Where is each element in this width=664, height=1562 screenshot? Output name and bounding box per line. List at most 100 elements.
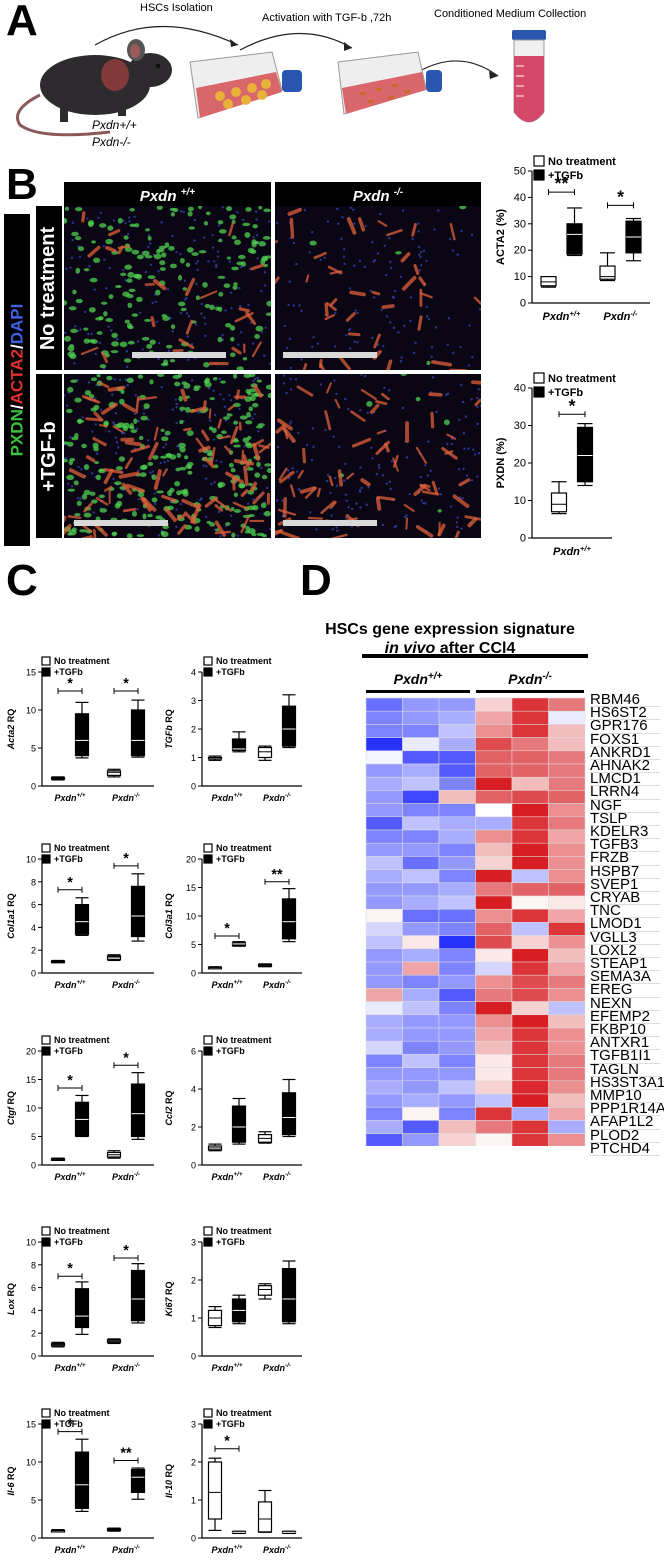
- nucleus-dot: [105, 287, 108, 290]
- pxdn-signal: [185, 406, 191, 413]
- nucleus-dot: [86, 217, 89, 220]
- nucleus-dot: [420, 250, 423, 254]
- acta2-signal: [228, 222, 235, 237]
- pxdn-signal: [64, 441, 69, 445]
- pxdn-signal: [126, 322, 133, 329]
- heatmap-cell: [511, 922, 549, 936]
- nucleus-dot: [137, 419, 140, 423]
- box-no-treatment: [50, 959, 66, 964]
- x-category-label: Pxdn-/-: [263, 979, 291, 990]
- heatmap-cell: [511, 1106, 549, 1121]
- pxdn-signal: [266, 468, 271, 474]
- heatmap-cell: [438, 1027, 476, 1042]
- legend-label-tgfb: +TGFb: [54, 1419, 83, 1429]
- acta2-signal: [210, 447, 216, 465]
- nucleus-dot: [343, 479, 346, 482]
- heatmap-cell: [438, 750, 476, 765]
- nucleus-dot: [98, 341, 101, 345]
- nucleus-dot: [345, 333, 348, 337]
- heatmap-cell: [365, 1093, 403, 1108]
- acta2-signal: [140, 496, 152, 512]
- scale-bar: [132, 352, 226, 358]
- nucleus-dot: [353, 340, 357, 343]
- nucleus-dot: [408, 492, 411, 496]
- acta2-signal: [386, 359, 393, 370]
- sig-label: *: [67, 1417, 73, 1433]
- pxdn-signal: [233, 420, 239, 425]
- nucleus-dot: [147, 418, 150, 421]
- heatmap-title: HSCs gene expression signature in vivo a…: [300, 620, 600, 658]
- pxdn-signal: [96, 374, 101, 378]
- nucleus-dot: [424, 502, 427, 505]
- nucleus-dot: [160, 221, 163, 224]
- nucleus-dot: [359, 466, 362, 469]
- heatmap-cell: [402, 935, 440, 950]
- acta2-signal: [430, 411, 435, 429]
- heatmap-cell: [548, 790, 586, 804]
- pxdn-signal: [236, 366, 244, 370]
- sig-label: *: [67, 1073, 73, 1089]
- nucleus-dot: [174, 398, 178, 401]
- nucleus-dot: [90, 332, 93, 336]
- nucleus-dot: [216, 255, 220, 258]
- nucleus-dot: [210, 482, 213, 486]
- nucleus-dot: [414, 341, 417, 345]
- box-body: [576, 426, 594, 483]
- pxdn-signal: [74, 236, 82, 241]
- nucleus-dot: [160, 386, 163, 389]
- pxdn-signal: [248, 514, 255, 518]
- nucleus-dot: [159, 461, 162, 465]
- y-tick-label: 8: [31, 877, 36, 887]
- nucleus-dot: [461, 400, 465, 404]
- nucleus-dot: [263, 284, 267, 287]
- acta2-signal: [176, 513, 186, 521]
- nucleus-dot: [229, 514, 233, 517]
- y-axis-label-gene: Acta2: [6, 725, 16, 751]
- pxdn-signal: [256, 532, 265, 537]
- gene-label: HS3ST3A1: [590, 1073, 664, 1091]
- scale-bar: [283, 352, 377, 358]
- pxdn-signal: [178, 274, 183, 281]
- pxdn-signal: [99, 468, 105, 472]
- heatmap-cell: [402, 1133, 440, 1146]
- acta2-signal: [302, 447, 306, 464]
- acta2-signal: [403, 504, 415, 512]
- nucleus-dot: [460, 383, 463, 387]
- pxdn-signal: [217, 336, 223, 343]
- group-bar-wt: [366, 690, 470, 693]
- pxdn-signal: [248, 388, 257, 393]
- pxdn-signal: [127, 340, 135, 345]
- x-category-label: Pxdn+/+: [211, 1171, 242, 1182]
- legend-label-tgfb: +TGFb: [216, 854, 245, 864]
- group-bar-ko: [476, 690, 584, 693]
- heatmap-cell: [365, 1133, 403, 1146]
- nucleus-dot: [164, 443, 168, 446]
- heatmap-cell: [402, 882, 440, 897]
- acta2-signal: [202, 400, 207, 413]
- nucleus-dot: [239, 266, 243, 269]
- sig-label: *: [123, 851, 129, 867]
- pxdn-signal: [133, 418, 138, 424]
- acta2-signal: [80, 346, 99, 356]
- pxdn-signal: [188, 226, 195, 230]
- acta2-signal: [282, 426, 296, 443]
- pxdn-signal: [116, 493, 123, 499]
- nucleus-dot: [79, 328, 82, 331]
- nucleus-dot: [114, 412, 118, 415]
- pxdn-signal: [220, 380, 226, 384]
- gene-label: TSLP: [590, 811, 660, 826]
- y-tick-label: 6: [31, 900, 36, 910]
- nucleus-dot: [325, 479, 329, 483]
- pxdn-signal: [179, 406, 186, 411]
- panel-label-a: A: [6, 0, 38, 45]
- sig-label: *: [67, 875, 73, 891]
- gene-label: KDELR3: [590, 824, 660, 840]
- nucleus-dot: [289, 420, 293, 423]
- heatmap-cell: [548, 750, 586, 765]
- pxdn-signal: [131, 313, 139, 317]
- pxdn-signal: [209, 522, 216, 527]
- nucleus-dot: [288, 422, 292, 425]
- nucleus-dot: [295, 470, 299, 473]
- pxdn-signal: [75, 267, 81, 274]
